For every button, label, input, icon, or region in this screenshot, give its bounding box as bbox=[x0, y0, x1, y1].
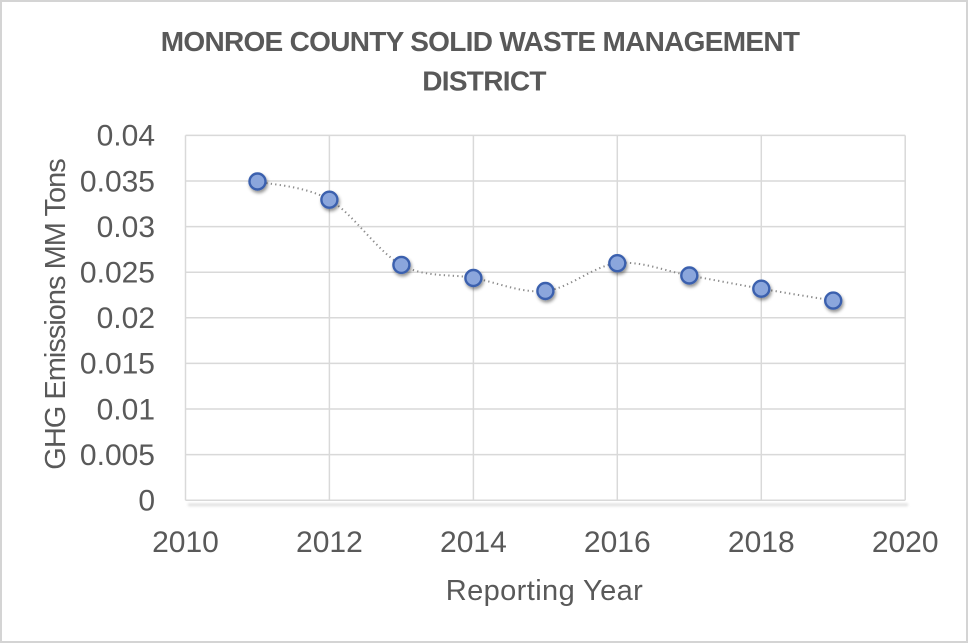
svg-text:2016: 2016 bbox=[584, 526, 651, 559]
svg-text:2020: 2020 bbox=[872, 526, 939, 559]
svg-text:0.03: 0.03 bbox=[97, 211, 155, 244]
svg-text:GHG Emissions MM Tons: GHG Emissions MM Tons bbox=[40, 159, 72, 470]
svg-text:2012: 2012 bbox=[296, 526, 363, 559]
svg-text:0: 0 bbox=[138, 485, 155, 518]
svg-text:2014: 2014 bbox=[440, 526, 507, 559]
svg-text:0.04: 0.04 bbox=[97, 120, 155, 153]
svg-text:0.02: 0.02 bbox=[97, 302, 155, 335]
svg-text:0.005: 0.005 bbox=[80, 439, 155, 472]
svg-text:2018: 2018 bbox=[728, 526, 795, 559]
svg-text:Reporting Year: Reporting Year bbox=[446, 575, 643, 607]
svg-text:MONROE COUNTY SOLID WASTE MANA: MONROE COUNTY SOLID WASTE MANAGEMENT bbox=[161, 26, 800, 57]
svg-text:0.025: 0.025 bbox=[80, 257, 155, 290]
svg-text:0.01: 0.01 bbox=[97, 393, 155, 426]
svg-text:0.035: 0.035 bbox=[80, 165, 155, 198]
svg-text:0.015: 0.015 bbox=[80, 348, 155, 381]
svg-text:2010: 2010 bbox=[152, 526, 219, 559]
svg-text:DISTRICT: DISTRICT bbox=[422, 66, 546, 97]
